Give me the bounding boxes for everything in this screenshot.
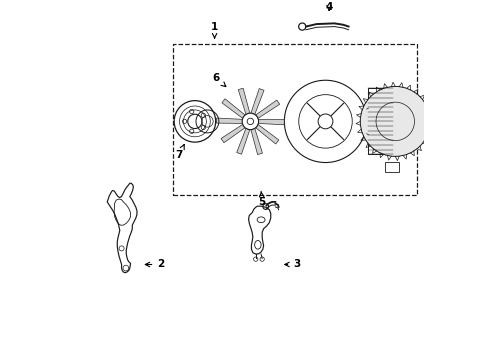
Polygon shape [256,125,279,144]
Polygon shape [221,125,245,143]
Text: 2: 2 [145,260,165,270]
Text: 5: 5 [259,191,266,207]
Polygon shape [256,100,280,118]
Polygon shape [258,120,284,125]
Bar [368,89,393,154]
Polygon shape [222,99,245,118]
Polygon shape [238,88,250,114]
Text: 7: 7 [175,145,184,160]
Text: 6: 6 [213,73,226,86]
Bar [173,45,416,195]
Bar [385,162,399,172]
Polygon shape [237,129,250,154]
Polygon shape [217,118,243,123]
Text: 4: 4 [325,2,333,12]
Text: 1: 1 [211,22,218,38]
Circle shape [360,86,430,156]
Circle shape [242,113,259,130]
Text: 3: 3 [285,260,300,270]
Polygon shape [251,89,264,114]
Polygon shape [251,129,263,154]
